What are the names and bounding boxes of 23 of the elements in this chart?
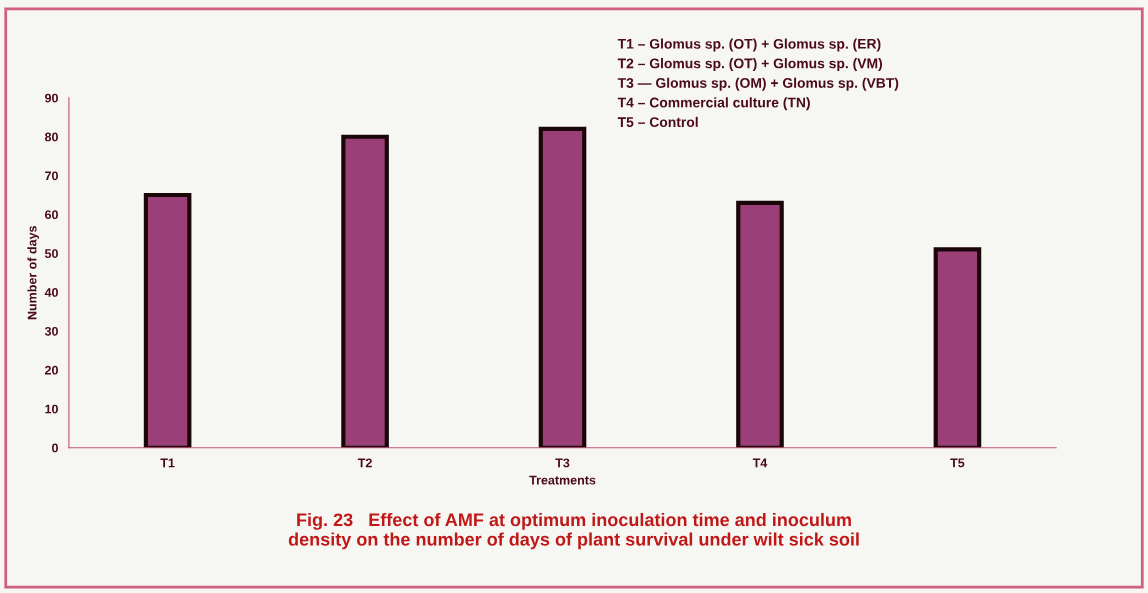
x-tick-label: T1: [160, 458, 175, 468]
y-axis-title: Number of days: [27, 226, 40, 320]
y-tick-label: 80: [44, 132, 58, 142]
text: Fig. 23 Effect of AMF at optimum inoculation time and inoculum density on the number of days of plant survival under wilt sick soil: [288, 512, 859, 550]
x-tick-label: T3: [555, 458, 570, 468]
y-tick-label: 50: [44, 249, 58, 258]
x-tick-label: T4: [752, 458, 768, 468]
y-tick-label: 90: [44, 93, 58, 103]
y-tick-label: 0: [52, 443, 58, 453]
y-tick-label: 10: [45, 404, 58, 414]
y-tick-label: 60: [45, 210, 58, 220]
text: T3 — Glomus sp. (OM) + Glomus sp. (VBT): [617, 77, 899, 91]
text: T1 – Glomus sp. (OT) + Glomus sp. (ER): [617, 38, 881, 52]
annotation: T5 – Control: [617, 116, 698, 128]
text: T2 – Glomus sp. (OT) + Glomus sp. (VM): [617, 58, 883, 72]
y-tick-label: 20: [44, 365, 58, 375]
x-tick-label: T2: [357, 458, 372, 468]
x-tick-label: T5: [950, 458, 965, 468]
y-tick-label: 40: [44, 288, 58, 297]
y-tick-label: 70: [45, 171, 58, 181]
x-axis-title: Treatments: [529, 475, 596, 485]
y-tick-label: 30: [44, 326, 58, 336]
annotation: T4 – Commercial culture (TN): [617, 97, 810, 111]
